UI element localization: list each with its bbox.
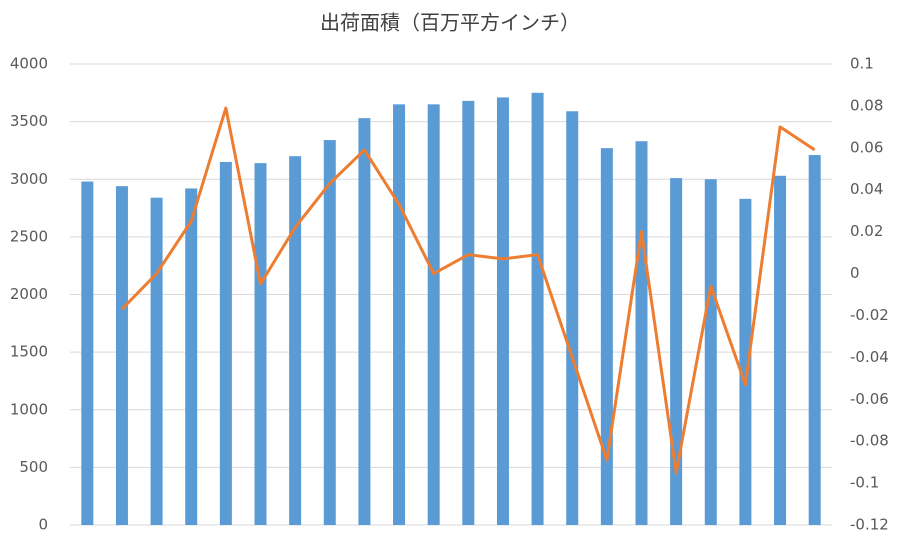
- bar: [462, 100, 475, 525]
- line: [120, 106, 816, 475]
- bar: [323, 140, 336, 525]
- y2-tick-label: 0.08: [850, 96, 883, 114]
- bar: [774, 175, 787, 526]
- bar: [289, 156, 302, 525]
- bar: [670, 178, 683, 525]
- y2-tick-label: -0.08: [850, 432, 889, 450]
- bar: [219, 161, 232, 525]
- bar: [496, 97, 509, 526]
- y2-tick-label: -0.1: [850, 474, 879, 492]
- bar: [254, 163, 267, 526]
- y-tick-label: 0: [38, 516, 48, 534]
- y2-tick-label: -0.04: [850, 348, 889, 366]
- y-tick-label: 3000: [10, 170, 48, 188]
- y-tick-label: 1500: [10, 343, 48, 361]
- y-tick-label: 4000: [10, 55, 48, 73]
- bar: [150, 197, 163, 525]
- chart-title: 出荷面積（百万平方インチ）: [320, 11, 580, 35]
- y-tick-label: 500: [19, 458, 48, 476]
- bar: [185, 188, 198, 525]
- bar: [566, 111, 579, 525]
- y-tick-label: 1000: [10, 400, 48, 418]
- y2-tick-label: 0.02: [850, 222, 883, 240]
- bar: [635, 141, 648, 525]
- y2-tick-label: -0.12: [850, 516, 889, 534]
- bar: [704, 179, 717, 525]
- y-tick-label: 2000: [10, 285, 48, 303]
- bar: [358, 118, 371, 525]
- y2-tick-label: -0.06: [850, 390, 889, 408]
- bar: [393, 104, 406, 526]
- bar: [115, 186, 128, 526]
- bar: [600, 148, 613, 525]
- bar: [427, 104, 440, 526]
- bar: [81, 181, 94, 525]
- y-tick-label: 3500: [10, 112, 48, 130]
- y2-tick-label: -0.02: [850, 306, 889, 324]
- bar: [531, 92, 544, 525]
- y2-tick-label: 0.04: [850, 180, 883, 198]
- bar: [808, 155, 821, 526]
- bar: [739, 198, 752, 525]
- y2-tick-label: 0.1: [850, 55, 874, 73]
- y2-tick-label: 0: [850, 264, 860, 282]
- y2-tick-label: 0.06: [850, 138, 883, 156]
- y-tick-label: 2500: [10, 227, 48, 245]
